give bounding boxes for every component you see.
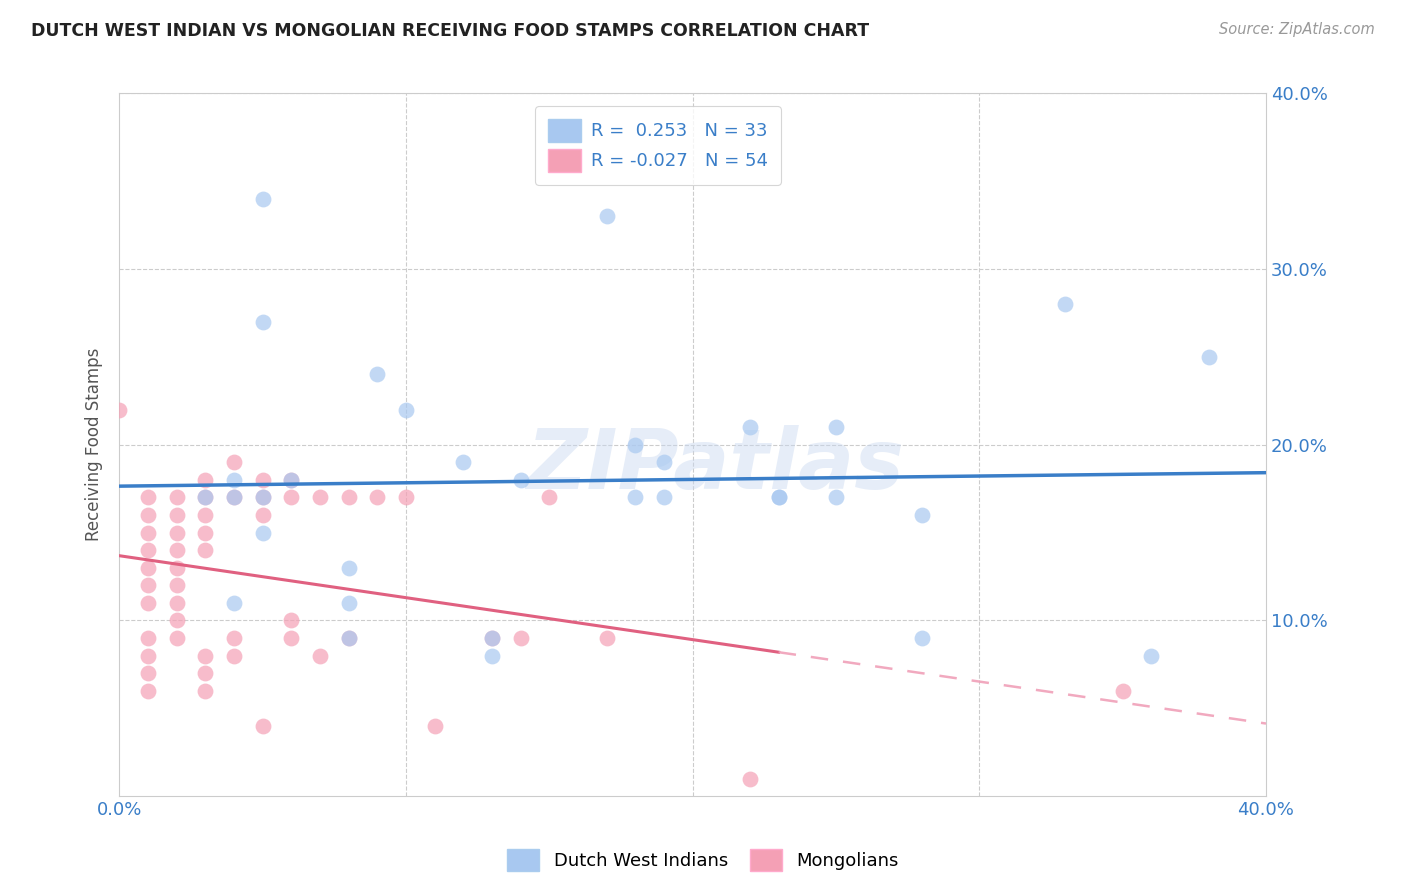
Point bbox=[136, 596, 159, 610]
Point bbox=[280, 491, 302, 505]
Point bbox=[194, 473, 217, 487]
Point bbox=[136, 578, 159, 592]
Point bbox=[222, 596, 245, 610]
Point bbox=[194, 666, 217, 681]
Point bbox=[652, 455, 675, 469]
Text: Source: ZipAtlas.com: Source: ZipAtlas.com bbox=[1219, 22, 1375, 37]
Point bbox=[136, 666, 159, 681]
Point bbox=[136, 648, 159, 663]
Text: DUTCH WEST INDIAN VS MONGOLIAN RECEIVING FOOD STAMPS CORRELATION CHART: DUTCH WEST INDIAN VS MONGOLIAN RECEIVING… bbox=[31, 22, 869, 40]
Point bbox=[252, 473, 274, 487]
Point bbox=[624, 491, 647, 505]
Point bbox=[166, 596, 188, 610]
Point bbox=[911, 508, 934, 522]
Point bbox=[166, 614, 188, 628]
Point bbox=[481, 631, 503, 645]
Point bbox=[280, 473, 302, 487]
Legend: R =  0.253   N = 33, R = -0.027   N = 54: R = 0.253 N = 33, R = -0.027 N = 54 bbox=[536, 106, 782, 185]
Point bbox=[395, 491, 418, 505]
Point bbox=[166, 543, 188, 558]
Point bbox=[108, 402, 131, 417]
Point bbox=[366, 368, 388, 382]
Point bbox=[337, 491, 360, 505]
Point bbox=[337, 596, 360, 610]
Point bbox=[309, 491, 332, 505]
Point bbox=[911, 631, 934, 645]
Point bbox=[136, 631, 159, 645]
Point bbox=[652, 491, 675, 505]
Point bbox=[136, 508, 159, 522]
Point bbox=[768, 491, 790, 505]
Point bbox=[481, 631, 503, 645]
Point bbox=[194, 491, 217, 505]
Point bbox=[166, 491, 188, 505]
Point bbox=[166, 578, 188, 592]
Point bbox=[252, 315, 274, 329]
Point bbox=[538, 491, 561, 505]
Point bbox=[481, 648, 503, 663]
Point bbox=[222, 648, 245, 663]
Point bbox=[136, 543, 159, 558]
Point bbox=[136, 560, 159, 574]
Point bbox=[252, 525, 274, 540]
Point bbox=[194, 491, 217, 505]
Point bbox=[738, 420, 761, 434]
Point bbox=[222, 491, 245, 505]
Point bbox=[509, 473, 531, 487]
Point bbox=[337, 631, 360, 645]
Point bbox=[222, 455, 245, 469]
Legend: Dutch West Indians, Mongolians: Dutch West Indians, Mongolians bbox=[499, 842, 907, 879]
Point bbox=[825, 420, 848, 434]
Point bbox=[136, 525, 159, 540]
Point bbox=[194, 683, 217, 698]
Point bbox=[624, 438, 647, 452]
Point bbox=[280, 473, 302, 487]
Point bbox=[825, 491, 848, 505]
Point bbox=[252, 491, 274, 505]
Point bbox=[509, 631, 531, 645]
Point bbox=[222, 631, 245, 645]
Point bbox=[252, 719, 274, 733]
Point bbox=[194, 648, 217, 663]
Point bbox=[1111, 683, 1133, 698]
Point bbox=[252, 508, 274, 522]
Point bbox=[166, 631, 188, 645]
Point bbox=[166, 508, 188, 522]
Point bbox=[222, 491, 245, 505]
Point bbox=[222, 473, 245, 487]
Point bbox=[395, 402, 418, 417]
Point bbox=[337, 631, 360, 645]
Point bbox=[337, 560, 360, 574]
Point bbox=[280, 631, 302, 645]
Point bbox=[309, 648, 332, 663]
Point bbox=[1198, 350, 1220, 364]
Point bbox=[366, 491, 388, 505]
Point bbox=[280, 614, 302, 628]
Point bbox=[194, 543, 217, 558]
Point bbox=[166, 560, 188, 574]
Point bbox=[595, 210, 617, 224]
Point bbox=[252, 192, 274, 206]
Y-axis label: Receiving Food Stamps: Receiving Food Stamps bbox=[86, 348, 103, 541]
Point bbox=[136, 683, 159, 698]
Point bbox=[194, 525, 217, 540]
Point bbox=[252, 491, 274, 505]
Point bbox=[453, 455, 475, 469]
Point bbox=[1054, 297, 1077, 311]
Point bbox=[166, 525, 188, 540]
Point bbox=[768, 491, 790, 505]
Point bbox=[136, 491, 159, 505]
Point bbox=[1140, 648, 1163, 663]
Point bbox=[595, 631, 617, 645]
Point bbox=[194, 508, 217, 522]
Point bbox=[738, 772, 761, 786]
Text: ZIPatlas: ZIPatlas bbox=[527, 425, 904, 507]
Point bbox=[423, 719, 446, 733]
